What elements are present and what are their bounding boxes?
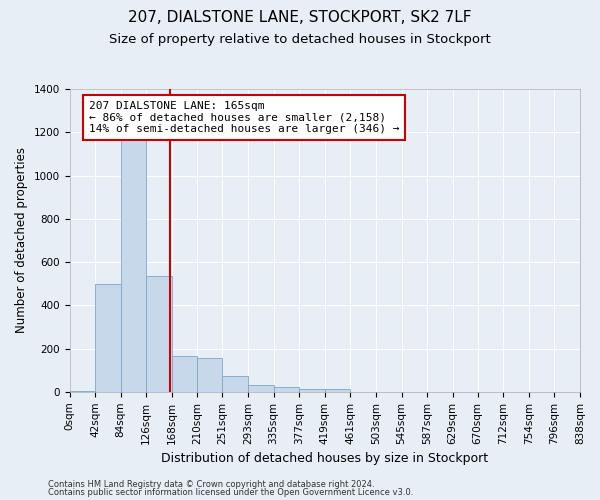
X-axis label: Distribution of detached houses by size in Stockport: Distribution of detached houses by size … [161, 452, 488, 465]
Bar [223, 376, 248, 392]
Bar [95, 284, 121, 392]
Text: Contains HM Land Registry data © Crown copyright and database right 2024.: Contains HM Land Registry data © Crown c… [48, 480, 374, 489]
Y-axis label: Number of detached properties: Number of detached properties [15, 148, 28, 334]
Bar [172, 356, 197, 392]
Bar [299, 388, 325, 392]
Bar [121, 132, 146, 392]
Text: Contains public sector information licensed under the Open Government Licence v3: Contains public sector information licen… [48, 488, 413, 497]
Bar [70, 390, 95, 392]
Bar [248, 386, 274, 392]
Bar [325, 389, 350, 392]
Bar [197, 358, 223, 392]
Text: 207, DIALSTONE LANE, STOCKPORT, SK2 7LF: 207, DIALSTONE LANE, STOCKPORT, SK2 7LF [128, 10, 472, 25]
Text: Size of property relative to detached houses in Stockport: Size of property relative to detached ho… [109, 32, 491, 46]
Bar [274, 388, 299, 392]
Text: 207 DIALSTONE LANE: 165sqm
← 86% of detached houses are smaller (2,158)
14% of s: 207 DIALSTONE LANE: 165sqm ← 86% of deta… [89, 101, 400, 134]
Bar [146, 276, 172, 392]
